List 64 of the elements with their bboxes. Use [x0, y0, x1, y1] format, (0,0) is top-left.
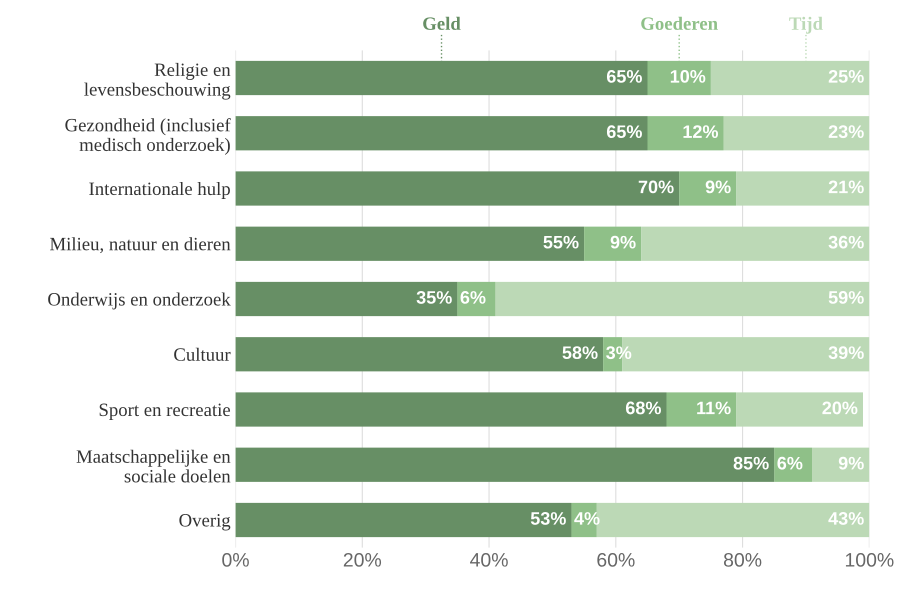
x-tick-label: 80%	[724, 552, 762, 567]
y-tick-label: Maatschappelijke en sociale doelen	[76, 450, 230, 483]
data-label: 6%	[460, 291, 486, 304]
bar	[236, 171, 680, 206]
data-label: 36%	[828, 236, 864, 249]
x-tick-label: 20%	[344, 552, 382, 567]
data-label: 68%	[626, 402, 661, 414]
y-tick-label: Milieu, natuur en dieren	[50, 237, 230, 254]
x-tick-label: 100%	[846, 552, 894, 567]
bar	[236, 502, 572, 538]
data-label: 6%	[777, 456, 802, 470]
data-label: 20%	[822, 402, 858, 414]
bar	[236, 448, 774, 482]
series-label: Tijd	[789, 16, 823, 34]
bar	[495, 282, 870, 316]
y-tick-label: Sport en recreatie	[100, 404, 230, 420]
data-label: 9%	[706, 180, 731, 194]
series-label: Goederen	[641, 16, 718, 30]
bar	[736, 392, 863, 427]
data-label: 58%	[562, 346, 598, 360]
bar	[679, 171, 736, 206]
data-label: 11%	[697, 402, 731, 414]
y-tick-label: Gezondheid (inclusief medisch onderzoek)	[65, 118, 231, 155]
bar	[236, 282, 458, 316]
data-label: 9%	[610, 236, 636, 249]
data-label: 65%	[606, 125, 642, 138]
bar	[648, 116, 724, 150]
data-label: 55%	[543, 236, 579, 249]
data-label: 3%	[606, 346, 632, 360]
data-label: 85%	[734, 456, 769, 470]
y-tick-label: Overig	[179, 514, 230, 530]
data-label: 39%	[828, 346, 864, 360]
x-tick-label: 40%	[470, 552, 508, 567]
data-label: 65%	[606, 70, 642, 83]
y-tick-label: Onderwijs en onderzoek	[48, 292, 231, 310]
data-label: 59%	[828, 291, 864, 304]
bar	[236, 226, 584, 261]
bar	[724, 116, 870, 150]
y-tick-label: Internationale hulp	[89, 182, 230, 199]
y-tick-label: Cultuur	[174, 348, 231, 361]
bar	[666, 392, 736, 427]
data-label: 25%	[828, 70, 864, 83]
bar	[812, 448, 870, 482]
data-label: 4%	[574, 512, 600, 525]
data-label: 70%	[638, 180, 674, 194]
bar	[236, 337, 604, 372]
data-label: 43%	[828, 512, 864, 525]
bar	[236, 116, 648, 150]
data-label: 21%	[828, 180, 864, 194]
bar	[584, 226, 642, 261]
data-label: 23%	[828, 125, 864, 138]
bar	[641, 226, 870, 261]
y-tick-label: Religie en levensbeschouwing	[84, 62, 230, 100]
x-tick-label: 0%	[222, 552, 249, 567]
data-label: 10%	[670, 70, 706, 83]
series-label: Geld	[423, 16, 461, 30]
bar	[774, 448, 812, 482]
bar	[236, 392, 667, 427]
data-label: 35%	[416, 291, 452, 304]
data-label: 9%	[838, 456, 864, 470]
data-label: 53%	[530, 512, 566, 525]
bar	[736, 171, 870, 206]
x-tick-label: 60%	[597, 552, 635, 567]
data-label: 12%	[683, 125, 718, 138]
